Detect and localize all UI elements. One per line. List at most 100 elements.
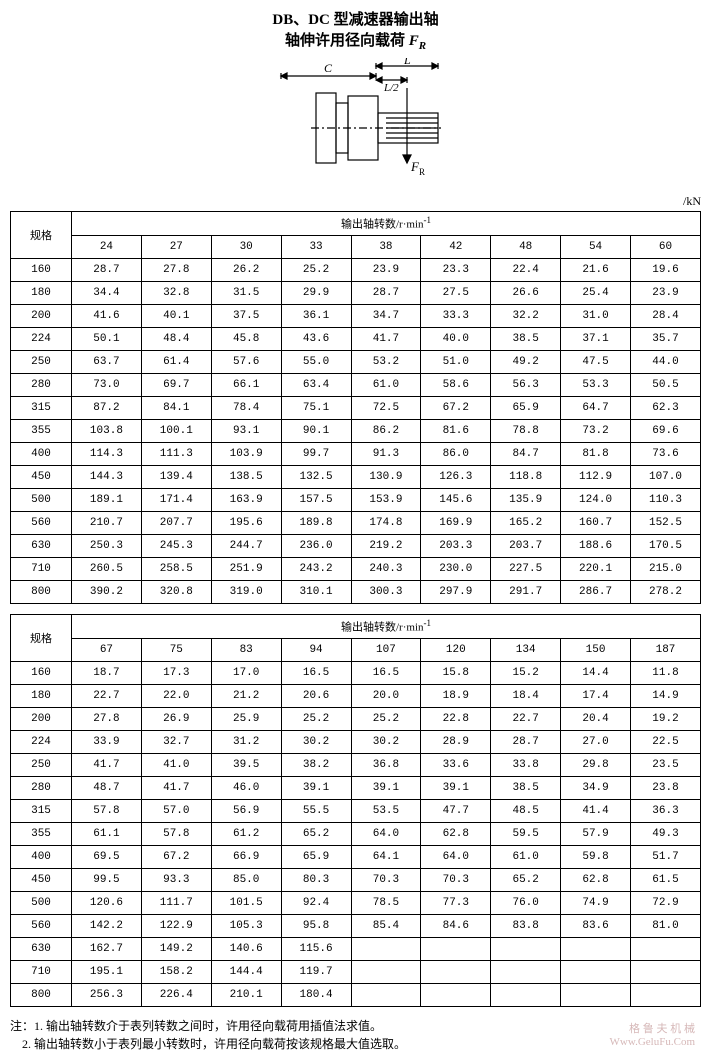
load-table-1: 规格 输出轴转数/r·min-1 242730333842485460 1602… [10,211,701,604]
value-cell: 65.9 [491,397,561,420]
value-cell: 72.9 [631,891,701,914]
value-cell: 36.8 [351,753,421,776]
value-cell: 65.2 [281,822,351,845]
value-cell: 18.7 [72,661,142,684]
value-cell: 61.2 [211,822,281,845]
value-cell: 34.9 [561,776,631,799]
col-header: 83 [211,638,281,661]
value-cell: 32.7 [141,730,211,753]
value-cell [561,960,631,983]
value-cell: 126.3 [421,466,491,489]
value-cell: 132.5 [281,466,351,489]
value-cell: 75.1 [281,397,351,420]
value-cell: 43.6 [281,328,351,351]
value-cell: 174.8 [351,512,421,535]
value-cell: 297.9 [421,581,491,604]
value-cell: 20.0 [351,684,421,707]
value-cell: 50.1 [72,328,142,351]
value-cell: 25.4 [561,282,631,305]
rpm-header: 输出轴转数/r·min-1 [72,615,701,639]
value-cell: 55.0 [281,351,351,374]
value-cell: 41.6 [72,305,142,328]
spec-cell: 224 [11,730,72,753]
value-cell: 138.5 [211,466,281,489]
value-cell: 320.8 [141,581,211,604]
value-cell: 59.5 [491,822,561,845]
value-cell: 111.3 [141,443,211,466]
value-cell: 118.8 [491,466,561,489]
value-cell: 251.9 [211,558,281,581]
value-cell: 83.6 [561,914,631,937]
col-header: 42 [421,236,491,259]
value-cell: 227.5 [491,558,561,581]
value-cell: 85.4 [351,914,421,937]
value-cell: 80.3 [281,868,351,891]
table-row: 16028.727.826.225.223.923.322.421.619.6 [11,259,701,282]
svg-text:L/2: L/2 [383,82,399,94]
value-cell [631,937,701,960]
value-cell: 195.1 [72,960,142,983]
value-cell: 62.3 [631,397,701,420]
value-cell: 27.8 [72,707,142,730]
value-cell: 28.7 [491,730,561,753]
spec-cell: 200 [11,707,72,730]
value-cell: 29.9 [281,282,351,305]
value-cell: 41.7 [351,328,421,351]
value-cell: 77.3 [421,891,491,914]
value-cell: 207.7 [141,512,211,535]
spec-cell: 500 [11,891,72,914]
spec-cell: 315 [11,799,72,822]
value-cell: 11.8 [631,661,701,684]
table-row: 35561.157.861.265.264.062.859.557.949.3 [11,822,701,845]
value-cell: 278.2 [631,581,701,604]
value-cell: 215.0 [631,558,701,581]
table-row: 25063.761.457.655.053.251.049.247.544.0 [11,351,701,374]
value-cell: 25.2 [281,259,351,282]
svg-text:R: R [419,167,425,177]
value-cell: 22.7 [491,707,561,730]
table-row: 20041.640.137.536.134.733.332.231.028.4 [11,305,701,328]
table-row: 710195.1158.2144.4119.7 [11,960,701,983]
table-row: 500189.1171.4163.9157.5153.9145.6135.912… [11,489,701,512]
table-row: 560210.7207.7195.6189.8174.8169.9165.216… [11,512,701,535]
value-cell: 53.3 [561,374,631,397]
value-cell: 37.5 [211,305,281,328]
value-cell: 25.9 [211,707,281,730]
value-cell: 39.5 [211,753,281,776]
value-cell: 65.9 [281,845,351,868]
value-cell: 64.0 [351,822,421,845]
value-cell: 135.9 [491,489,561,512]
value-cell [421,960,491,983]
value-cell: 66.9 [211,845,281,868]
value-cell: 70.3 [421,868,491,891]
value-cell: 41.7 [72,753,142,776]
table-row: 710260.5258.5251.9243.2240.3230.0227.522… [11,558,701,581]
value-cell: 14.9 [631,684,701,707]
value-cell: 23.5 [631,753,701,776]
value-cell [421,983,491,1006]
value-cell: 76.0 [491,891,561,914]
watermark-line2: Www.GeluFu.Com [610,1036,695,1048]
table-row: 630162.7149.2140.6115.6 [11,937,701,960]
table-row: 40069.567.266.965.964.164.061.059.851.7 [11,845,701,868]
value-cell: 18.4 [491,684,561,707]
value-cell: 390.2 [72,581,142,604]
value-cell: 27.0 [561,730,631,753]
value-cell: 56.9 [211,799,281,822]
value-cell: 53.5 [351,799,421,822]
value-cell: 144.4 [211,960,281,983]
value-cell [491,960,561,983]
value-cell: 180.4 [281,983,351,1006]
value-cell: 73.6 [631,443,701,466]
table-row: 25041.741.039.538.236.833.633.829.823.5 [11,753,701,776]
spec-cell: 280 [11,374,72,397]
value-cell: 51.0 [421,351,491,374]
spec-cell: 224 [11,328,72,351]
value-cell: 36.3 [631,799,701,822]
value-cell: 245.3 [141,535,211,558]
value-cell: 105.3 [211,914,281,937]
value-cell: 41.7 [141,776,211,799]
value-cell: 31.5 [211,282,281,305]
table-row: 31587.284.178.475.172.567.265.964.762.3 [11,397,701,420]
value-cell: 41.0 [141,753,211,776]
